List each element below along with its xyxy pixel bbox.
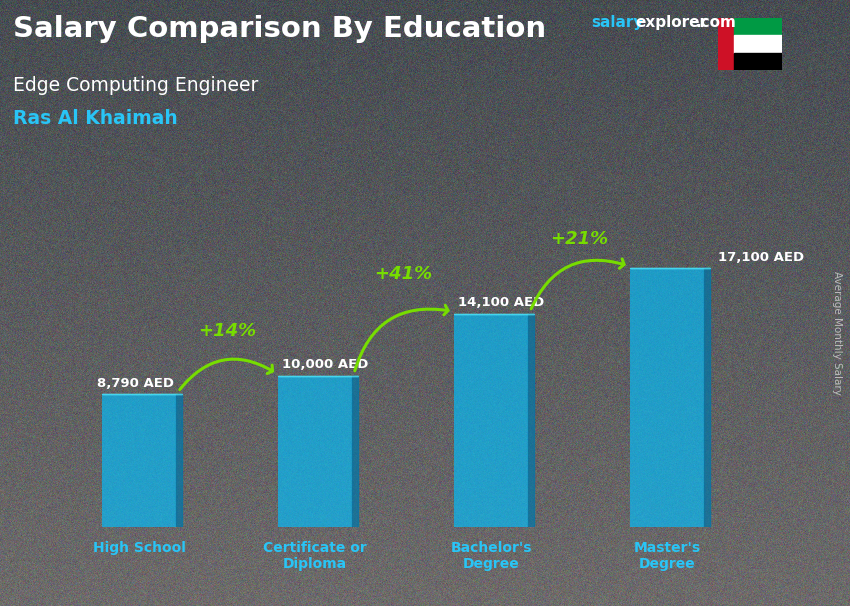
Bar: [631, 268, 705, 527]
Text: .com: .com: [695, 15, 736, 30]
Bar: [734, 35, 782, 53]
Text: 14,100 AED: 14,100 AED: [458, 296, 544, 309]
Text: 17,100 AED: 17,100 AED: [718, 251, 804, 264]
Text: +41%: +41%: [374, 265, 433, 283]
Polygon shape: [528, 313, 534, 527]
Bar: [718, 18, 734, 70]
Text: +21%: +21%: [550, 230, 609, 248]
Bar: [734, 18, 782, 35]
Bar: [278, 376, 352, 527]
Text: Salary Comparison By Education: Salary Comparison By Education: [13, 15, 546, 43]
Text: salary: salary: [591, 15, 643, 30]
Text: +14%: +14%: [198, 322, 257, 340]
Text: 10,000 AED: 10,000 AED: [282, 358, 368, 371]
Polygon shape: [705, 268, 710, 527]
Polygon shape: [176, 394, 182, 527]
Text: Average Monthly Salary: Average Monthly Salary: [832, 271, 842, 395]
Text: explorer: explorer: [636, 15, 708, 30]
Text: Ras Al Khaimah: Ras Al Khaimah: [13, 109, 178, 128]
Bar: [734, 53, 782, 70]
Text: 8,790 AED: 8,790 AED: [97, 376, 174, 390]
Bar: [102, 394, 176, 527]
Bar: [455, 313, 528, 527]
Polygon shape: [352, 376, 358, 527]
Text: Edge Computing Engineer: Edge Computing Engineer: [13, 76, 258, 95]
